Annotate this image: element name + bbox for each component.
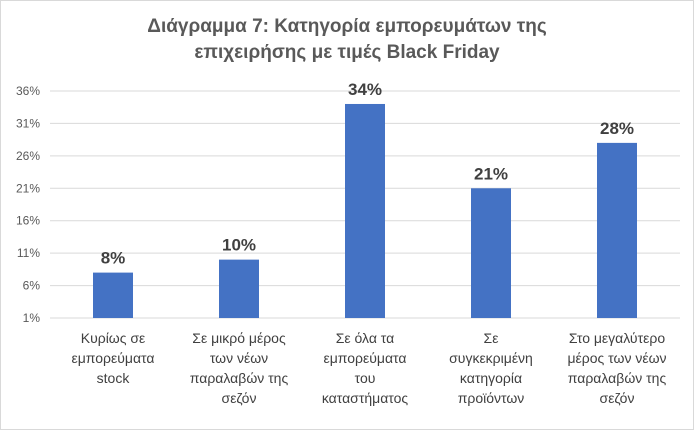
- y-tick-label: 16%: [16, 214, 40, 228]
- data-label: 8%: [101, 249, 126, 268]
- x-category-label-line: Σε όλα τα: [335, 330, 395, 346]
- y-tick-label: 6%: [23, 279, 41, 293]
- x-category-label-line: σεζόν: [599, 390, 635, 406]
- data-label: 34%: [348, 80, 382, 99]
- bar: [345, 103, 385, 318]
- y-tick-label: 36%: [16, 84, 40, 98]
- y-tick-label: 26%: [16, 149, 40, 163]
- chart-title: Διάγραμμα 7: Κατηγορία εμπορευμάτων της …: [0, 14, 694, 66]
- x-category-label-line: των νέων: [209, 350, 269, 366]
- x-category-label-line: παραλαβών της: [189, 370, 289, 386]
- x-category-label-line: Σε μικρό μέρος: [192, 330, 286, 346]
- x-category-label: Κυρίως σε εμπορεύματα stock: [48, 328, 178, 388]
- x-category-label-line: συγκεκριμένη: [449, 350, 533, 366]
- y-tick-label: 31%: [16, 116, 40, 130]
- x-category-label-line: εμπορεύματα: [323, 350, 407, 366]
- bar: [597, 142, 637, 318]
- bars: [93, 103, 637, 318]
- bar: [471, 188, 511, 318]
- bar: [93, 272, 133, 318]
- data-label: 10%: [222, 236, 256, 255]
- x-category-label-line: Στο μεγαλύτερο: [568, 330, 666, 346]
- x-category-label: Σε συγκεκριμένη κατηγορία προϊόντων: [426, 328, 556, 408]
- bar: [219, 259, 259, 318]
- x-category-label-line: παραλαβών της: [567, 370, 667, 386]
- x-category-label-line: εμπορεύματα: [71, 350, 155, 366]
- x-category-label-line: σεζόν: [221, 390, 257, 406]
- x-category-label: Σε όλα τα εμπορεύματα του καταστήματος: [300, 328, 430, 408]
- y-tick-label: 1%: [23, 311, 41, 325]
- chart-title-line-2: επιχειρήσης με τιμές Black Friday: [194, 42, 500, 63]
- x-category-label: Σε μικρό μέρος των νέων παραλαβών της σεζόν: [174, 328, 304, 408]
- data-labels: 8% 10% 34% 21% 28%: [101, 80, 634, 268]
- x-category-label: Στο μεγαλύτερο μέρος των νέων παραλαβών τη…: [552, 328, 682, 408]
- y-tick-label: 11%: [17, 246, 40, 260]
- x-category-label-line: κατηγορία: [459, 370, 523, 386]
- x-category-label-line: μέρος των νέων: [567, 350, 667, 366]
- x-category-label-line: Κυρίως σε: [80, 330, 146, 346]
- x-category-label-line: Σε: [483, 330, 499, 346]
- y-axis: 1% 6% 11% 16% 21% 26% 31% 36%: [16, 84, 40, 325]
- x-category-label-line: stock: [96, 370, 130, 386]
- y-tick-label: 21%: [16, 181, 40, 195]
- chart-title-line-1: Διάγραμμα 7: Κατηγορία εμπορευμάτων της: [147, 16, 547, 37]
- data-label: 21%: [474, 164, 508, 183]
- data-label: 28%: [600, 119, 634, 138]
- x-category-label-line: προϊόντων: [457, 390, 525, 406]
- x-category-label-line: καταστήματος: [321, 390, 409, 406]
- x-category-label-line: του: [354, 370, 376, 386]
